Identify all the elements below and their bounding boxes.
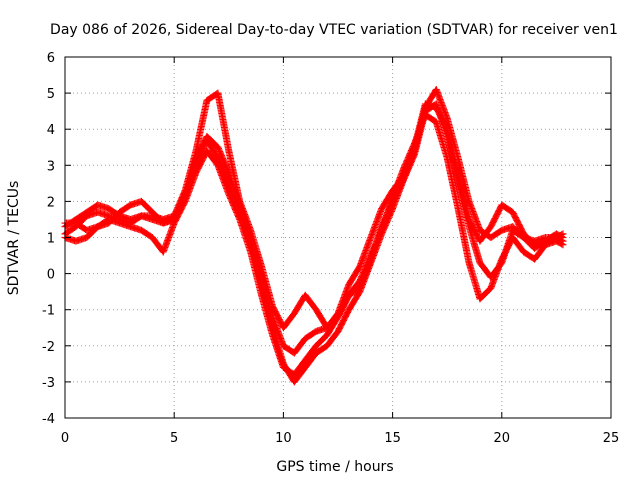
y-tick-label: 6 [47,51,55,66]
series-trace-1 [61,85,567,332]
x-tick-label: 20 [494,431,511,446]
series-trace-2 [61,100,567,386]
data-point-marker [558,240,566,248]
y-tick-label: 3 [47,159,55,174]
y-tick-label: 1 [47,232,55,247]
x-tick-label: 10 [275,431,292,446]
series-trace-3 [61,111,567,379]
x-tick-label: 15 [384,431,401,446]
y-tick-label: -3 [42,376,55,391]
data-point-marker [558,233,566,241]
data-point-marker [559,241,567,249]
series-trace-4 [61,100,567,357]
y-tick-label: 2 [47,195,55,210]
x-axis-label: GPS time / hours [276,459,393,475]
y-tick-label: 0 [47,268,55,283]
y-tick-label: 5 [47,87,55,102]
data-marks [61,85,567,386]
x-tick-label: 25 [603,431,620,446]
y-tick-label: -2 [42,340,55,355]
x-tick-label: 0 [61,431,69,446]
y-tick-label: 4 [47,123,55,138]
x-tick-label: 5 [170,431,178,446]
y-tick-label: -4 [42,412,55,427]
y-axis-label: SDTVAR / TECUs [6,181,22,296]
axis-ticks: 0 5 10 15 20 25 -4 -3 -2 -1 0 1 2 3 4 5 6 [42,51,619,446]
chart-title: Day 086 of 2026, Sidereal Day-to-day VTE… [50,22,618,38]
data-point-marker [559,234,567,241]
y-tick-label: -1 [42,304,55,319]
